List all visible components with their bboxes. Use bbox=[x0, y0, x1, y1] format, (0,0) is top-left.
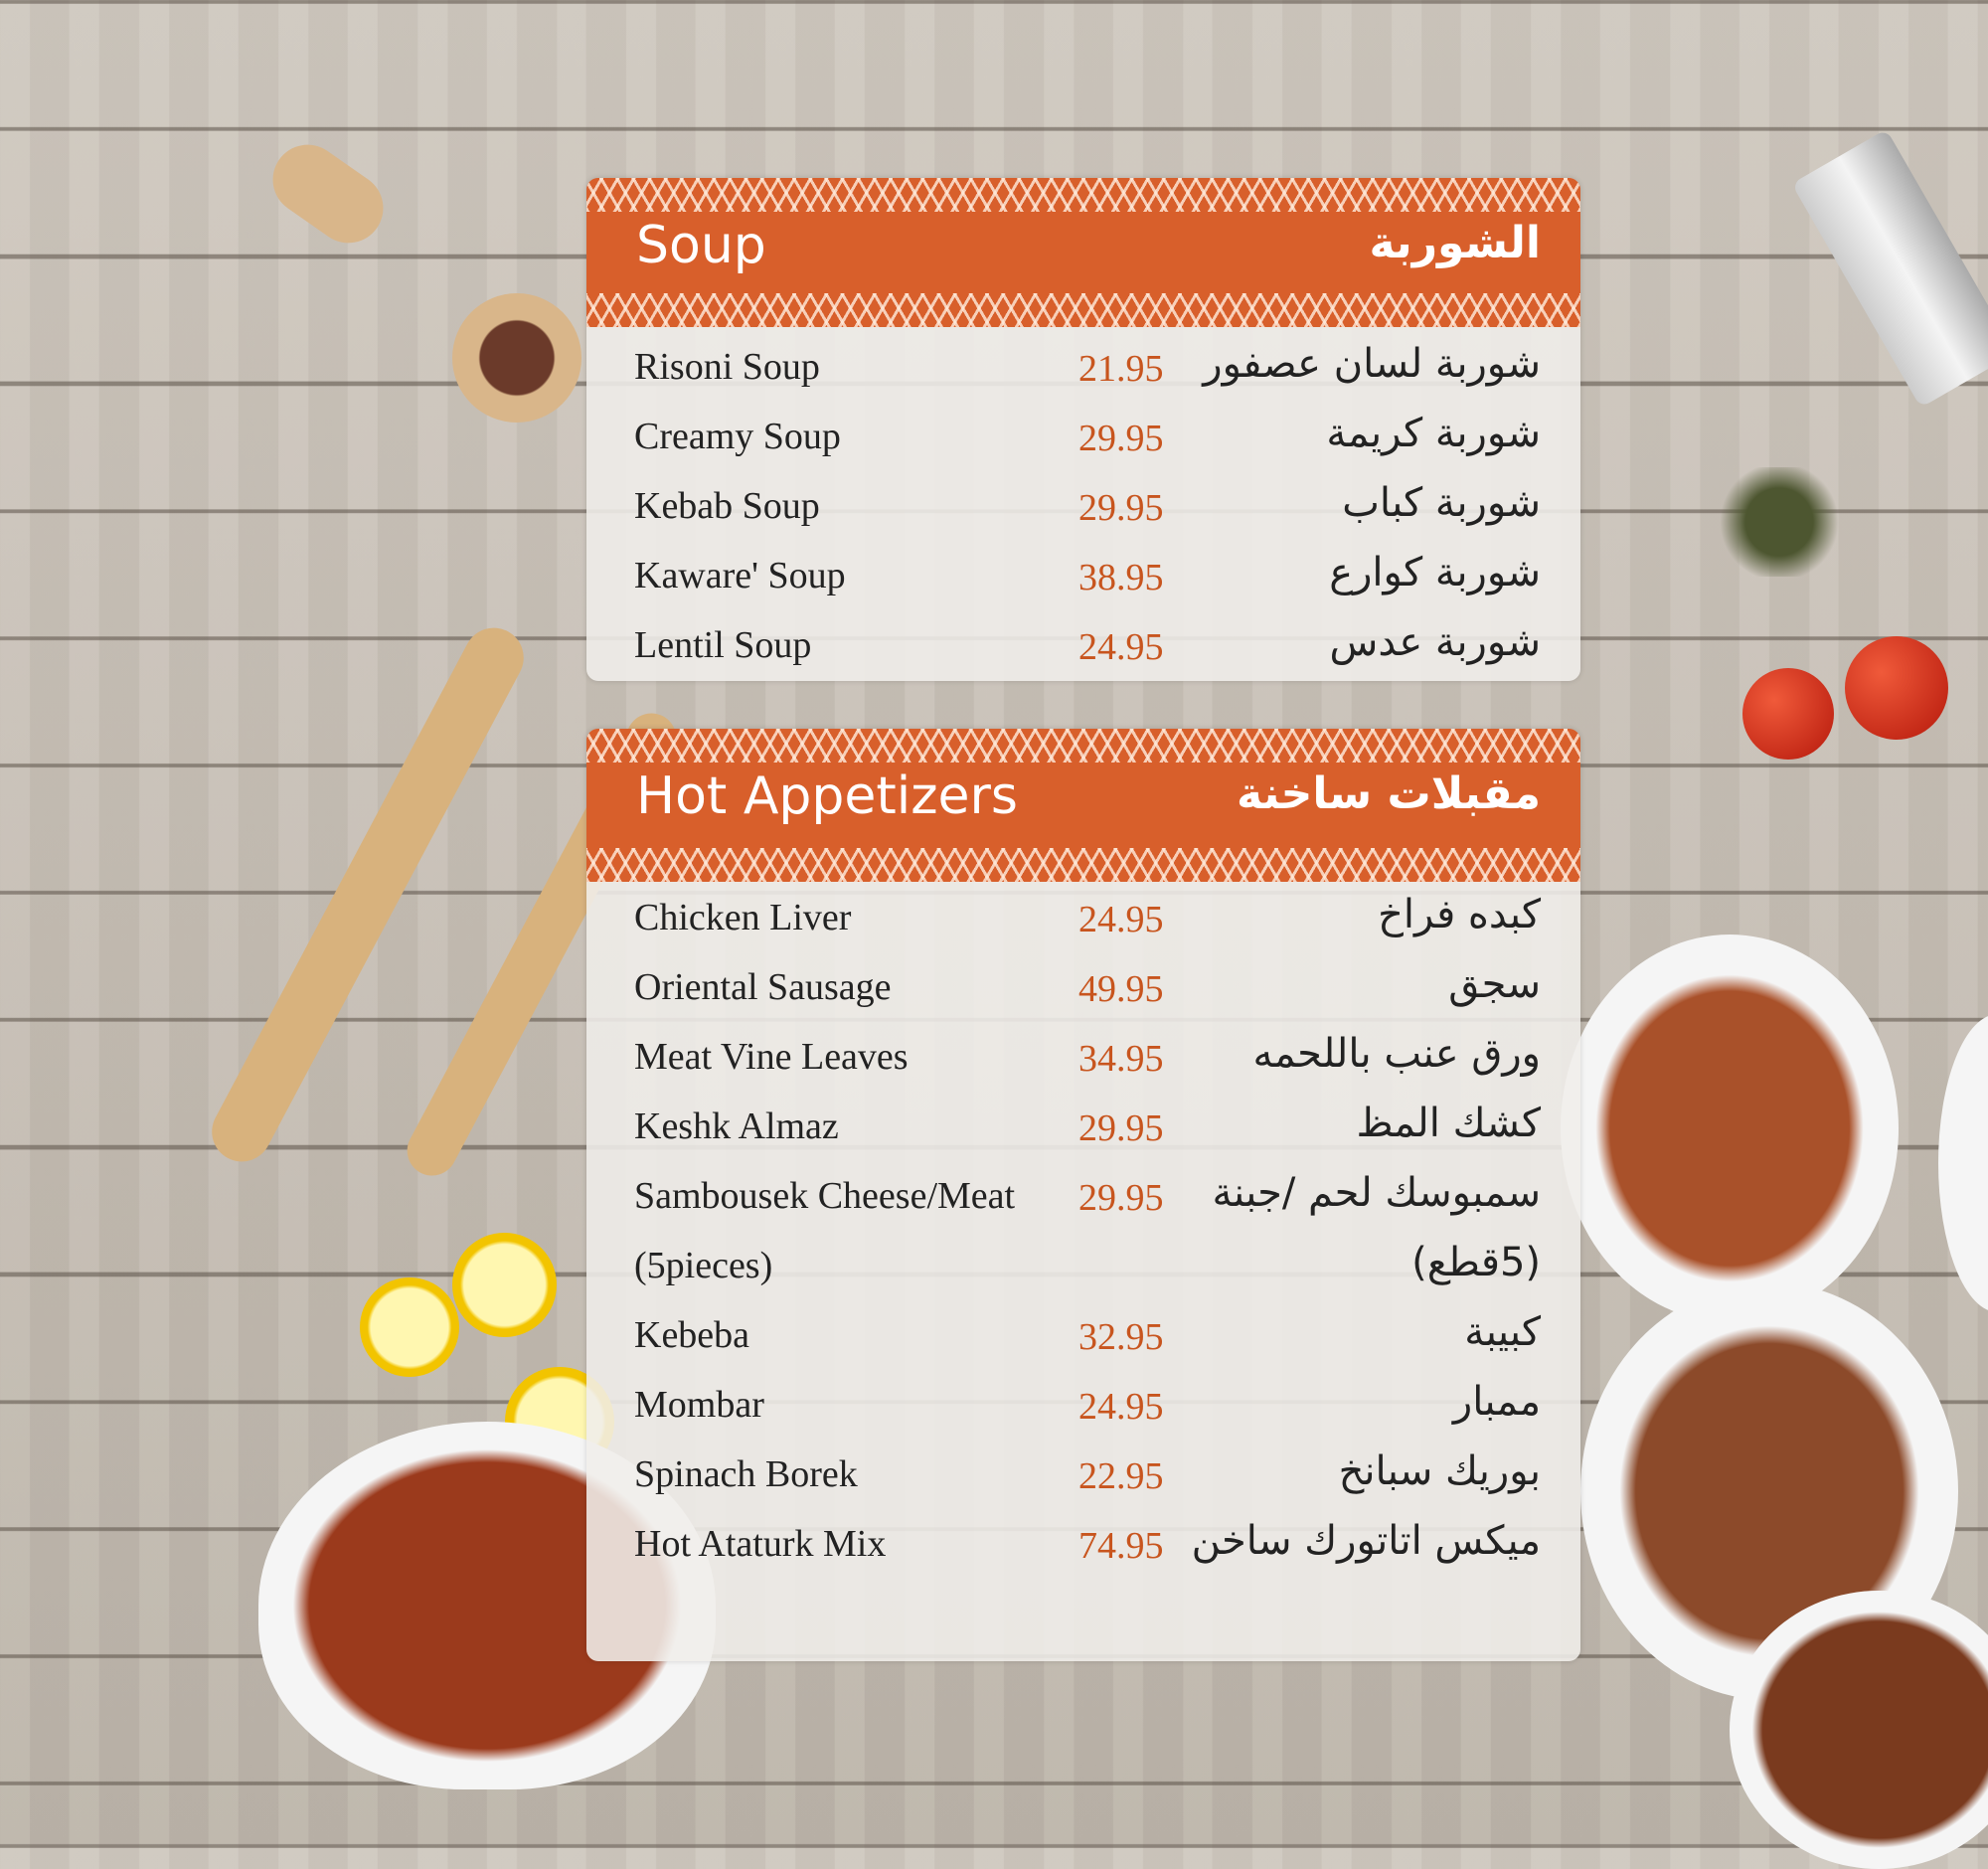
lemon-image bbox=[452, 1233, 557, 1337]
item-name-ar: شوربة كوارع bbox=[1329, 550, 1541, 595]
item-name-ar: ورق عنب باللحمه bbox=[1252, 1031, 1541, 1077]
ornament-border bbox=[586, 729, 1580, 763]
spice-scoop-image bbox=[452, 293, 581, 423]
kobeba-dish-image bbox=[1561, 934, 1899, 1322]
item-name-ar: كبده فراخ bbox=[1378, 892, 1541, 937]
item-name-ar: ممبار bbox=[1452, 1379, 1541, 1425]
menu-item: Kaware' Soup 38.95 شوربة كوارع bbox=[586, 542, 1580, 611]
menu-item: Mombar 24.95 ممبار bbox=[586, 1371, 1580, 1441]
section-title-ar: الشوربة bbox=[1369, 218, 1542, 268]
section-title-ar: مقبلات ساخنة bbox=[1237, 768, 1541, 819]
item-price: 74.95 bbox=[1078, 1525, 1164, 1567]
item-name-en: Spinach Borek bbox=[634, 1453, 858, 1495]
menu-item: Keshk Almaz 29.95 كشك المظ bbox=[586, 1093, 1580, 1162]
item-price: 49.95 bbox=[1078, 968, 1164, 1010]
item-name-en: Meat Vine Leaves bbox=[634, 1036, 909, 1078]
menu-item: Lentil Soup 24.95 شوربة عدس bbox=[586, 611, 1580, 681]
item-name-en: Risoni Soup bbox=[634, 346, 820, 388]
lemon-image bbox=[360, 1277, 459, 1377]
menu-item: Meat Vine Leaves 34.95 ورق عنب باللحمه bbox=[586, 1023, 1580, 1093]
sambousek-dish-image bbox=[1938, 1014, 1988, 1312]
item-price: 29.95 bbox=[1078, 487, 1164, 529]
menu-item: Risoni Soup 21.95 شوربة لسان عصفور bbox=[586, 333, 1580, 403]
menu-item: Oriental Sausage 49.95 سجق bbox=[586, 953, 1580, 1023]
item-name-en: Kebeba bbox=[634, 1314, 750, 1356]
wooden-scoop-image bbox=[258, 130, 398, 257]
menu-item: Kebeba 32.95 كبيبة bbox=[586, 1301, 1580, 1371]
ornament-border bbox=[586, 293, 1580, 327]
item-name-ar: شوربة كباب bbox=[1342, 480, 1541, 526]
item-name-en: Mombar bbox=[634, 1384, 764, 1426]
section-title-en: Soup bbox=[636, 216, 766, 275]
item-name-ar: شوربة لسان عصفور bbox=[1203, 341, 1541, 387]
item-name-ar: بوريك سبانخ bbox=[1338, 1448, 1541, 1494]
menu-item: Hot Ataturk Mix 74.95 ميكس اتاتورك ساخن bbox=[586, 1510, 1580, 1580]
item-price: 29.95 bbox=[1078, 1177, 1164, 1219]
section-header: Soup الشوربة bbox=[586, 178, 1580, 327]
tomato-image bbox=[1742, 668, 1834, 760]
item-price: 22.95 bbox=[1078, 1455, 1164, 1497]
item-name-en: Kaware' Soup bbox=[634, 555, 846, 596]
item-name-en: Creamy Soup bbox=[634, 416, 841, 457]
menu-item: Spinach Borek 22.95 بوريك سبانخ bbox=[586, 1441, 1580, 1510]
item-name-en: Kebab Soup bbox=[634, 485, 820, 527]
salt-shaker-image bbox=[1791, 128, 1988, 409]
hot-appetizers-section: Hot Appetizers مقبلات ساخنة Chicken Live… bbox=[586, 729, 1580, 1661]
item-price: 24.95 bbox=[1078, 1386, 1164, 1428]
section-title-en: Hot Appetizers bbox=[636, 766, 1019, 826]
item-price: 32.95 bbox=[1078, 1316, 1164, 1358]
section-header: Hot Appetizers مقبلات ساخنة bbox=[586, 729, 1580, 882]
item-name-en: Chicken Liver bbox=[634, 897, 852, 938]
item-name-en: Keshk Almaz bbox=[634, 1105, 839, 1147]
menu-item: Kebab Soup 29.95 شوربة كباب bbox=[586, 472, 1580, 542]
item-name-en: Oriental Sausage bbox=[634, 966, 892, 1008]
item-name-ar: شوربة كريمة bbox=[1326, 411, 1541, 456]
item-name-ar: (5قطع) bbox=[1411, 1240, 1541, 1285]
menu-item: Creamy Soup 29.95 شوربة كريمة bbox=[586, 403, 1580, 472]
item-name-en: (5pieces) bbox=[634, 1245, 773, 1286]
item-name-ar: شوربة عدس bbox=[1329, 619, 1541, 665]
ornament-border bbox=[586, 848, 1580, 882]
item-price: 29.95 bbox=[1078, 418, 1164, 459]
stew-dish-image bbox=[1730, 1591, 1988, 1869]
item-name-ar: سمبوسك لحم /جبنة bbox=[1212, 1170, 1541, 1216]
menu-item: (5pieces) (5قطع) bbox=[586, 1232, 1580, 1301]
soup-section: Soup الشوربة Risoni Soup 21.95 شوربة لسان … bbox=[586, 178, 1580, 681]
item-price: 24.95 bbox=[1078, 626, 1164, 668]
item-price: 24.95 bbox=[1078, 899, 1164, 940]
item-name-ar: سجق bbox=[1448, 961, 1541, 1007]
item-name-en: Hot Ataturk Mix bbox=[634, 1523, 887, 1565]
item-name-en: Sambousek Cheese/Meat bbox=[634, 1175, 1016, 1217]
menu-item: Chicken Liver 24.95 كبده فراخ bbox=[586, 884, 1580, 953]
menu-item: Sambousek Cheese/Meat 29.95 سمبوسك لحم /جب… bbox=[586, 1162, 1580, 1232]
herbs-image bbox=[1715, 467, 1844, 577]
item-price: 21.95 bbox=[1078, 348, 1164, 390]
item-name-ar: كشك المظ bbox=[1356, 1101, 1541, 1146]
item-price: 34.95 bbox=[1078, 1038, 1164, 1080]
item-name-ar: كبيبة bbox=[1464, 1309, 1541, 1355]
item-price: 29.95 bbox=[1078, 1107, 1164, 1149]
item-name-ar: ميكس اتاتورك ساخن bbox=[1191, 1518, 1541, 1564]
item-price: 38.95 bbox=[1078, 557, 1164, 598]
item-name-en: Lentil Soup bbox=[634, 624, 812, 666]
tomato-image bbox=[1845, 636, 1948, 740]
ornament-border bbox=[586, 178, 1580, 212]
